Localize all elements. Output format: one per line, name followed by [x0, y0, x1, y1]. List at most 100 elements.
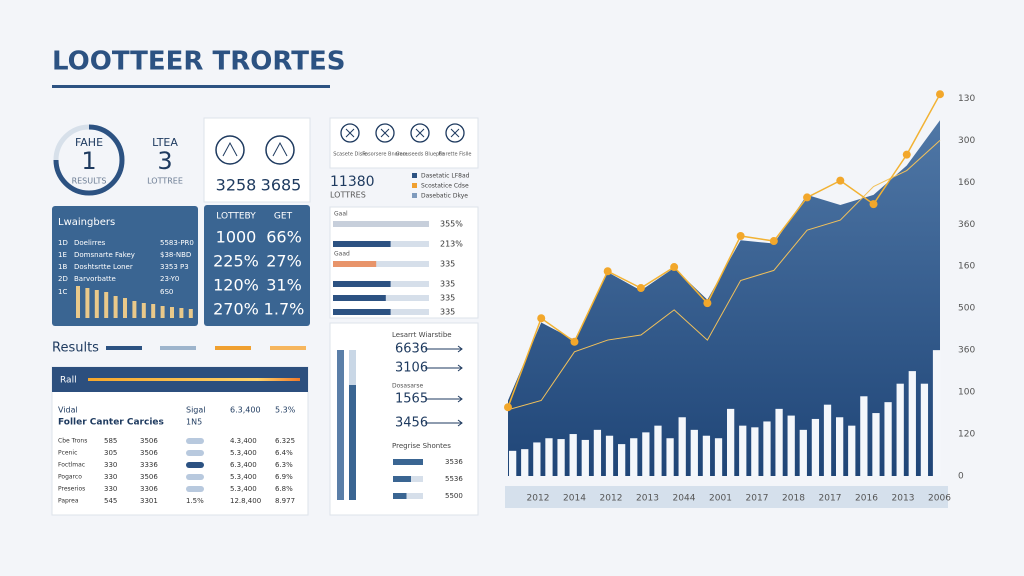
legend-swatch: [412, 193, 417, 198]
stats-panel: [204, 205, 310, 326]
mini-row-value: $38-NBD: [160, 251, 191, 259]
icon: [445, 123, 465, 143]
table-cell: 6.4%: [275, 449, 293, 457]
table-cell: 330: [104, 485, 117, 493]
table-header-glow: [88, 378, 300, 381]
stats-card: [203, 117, 311, 203]
mini-row-value: 5583-PR0: [160, 239, 194, 247]
progress-value: 335: [440, 260, 455, 269]
stats-cell: 1000: [216, 228, 257, 247]
mini-bar: [151, 304, 156, 318]
line-marker: [570, 337, 579, 346]
progress-bar: [333, 241, 391, 247]
kpi-value: 3: [157, 147, 172, 175]
mini-bar: [160, 306, 165, 318]
table-top: 6.3,400: [230, 406, 261, 415]
table-cell: 330: [104, 461, 117, 469]
table-title: Rall: [60, 376, 77, 386]
x-tick-label: 2001: [709, 494, 732, 504]
legend-label: Dasebatic Dkye: [421, 193, 468, 200]
mini-bar: [76, 286, 80, 318]
bar: [666, 438, 674, 476]
line-marker: [537, 314, 546, 323]
table-cell: 5.3,400: [230, 473, 257, 481]
table-cell: 3301: [140, 497, 158, 505]
table-cell: 3506: [140, 473, 158, 481]
kpi-caption: RESULTS: [72, 177, 107, 186]
results-title: Results: [52, 341, 99, 356]
line-marker: [636, 284, 645, 293]
line-marker: [736, 232, 745, 241]
icon-caption: Gaouseeds Bluepte: [396, 152, 445, 158]
bar: [799, 429, 807, 476]
kpi-label: LTEA: [152, 136, 178, 149]
mini-bar-label: 1C: [58, 288, 67, 296]
bar: [727, 408, 735, 476]
progress-value: 335: [440, 308, 455, 317]
table-cell: 8.977: [275, 497, 295, 505]
results-swatch: [106, 346, 142, 350]
table-cell: Preserios: [58, 486, 85, 493]
bar: [509, 450, 517, 476]
results-swatch: [215, 346, 251, 350]
bar: [823, 404, 832, 476]
vertical-bar: [349, 385, 356, 500]
mini-row-label: Doshtsrtte Loner: [74, 263, 133, 271]
table-cell: 6.9%: [275, 473, 293, 481]
bar: [702, 435, 711, 476]
bar: [593, 429, 602, 476]
bar: [521, 449, 529, 476]
bar: [932, 350, 941, 476]
icon-glyph: [222, 141, 238, 157]
y-tick-label: 500: [958, 304, 975, 314]
progress-value: 355%: [440, 220, 463, 229]
mini-row-id: 2D: [58, 275, 68, 283]
table-top: 5.3%: [275, 406, 296, 415]
title: LOOTTEER TRORTES: [52, 47, 345, 77]
line-marker: [504, 403, 512, 412]
bar: [581, 439, 589, 476]
icon: [375, 123, 395, 143]
footer-bar: [393, 493, 407, 499]
mini-bar: [104, 292, 109, 318]
arrow: [425, 364, 463, 372]
bar: [630, 438, 638, 476]
mini-row-value: 23-Y0: [160, 275, 179, 283]
icon: [410, 123, 430, 143]
line-marker: [603, 267, 612, 276]
y-tick-label: 120: [958, 430, 975, 440]
footer-bar: [393, 476, 411, 482]
x-tick-label: 2017: [819, 494, 842, 504]
table-cell: 6.3%: [275, 461, 293, 469]
bar: [920, 383, 929, 476]
icon-glyph: [272, 141, 288, 157]
y-tick-label: 130: [958, 94, 975, 104]
line-secondary: [507, 139, 941, 411]
bar: [848, 425, 856, 476]
y-tick-label: 360: [958, 346, 975, 356]
x-tick-label: 2044: [673, 494, 696, 504]
table-cell: Pogarco: [58, 474, 82, 481]
y-tick-label: 100: [958, 388, 975, 398]
kpi-value: 1: [81, 147, 96, 175]
mini-bar: [85, 288, 90, 318]
icon-caption: Fiarette Fislle: [439, 152, 472, 158]
bar: [533, 442, 541, 476]
table-cell: Cbe Trons: [58, 438, 87, 445]
mini-bar-value: 6S0: [160, 288, 173, 296]
icons-card: [329, 117, 479, 169]
progress-track: [333, 261, 429, 267]
table-pill: [186, 462, 204, 468]
mini-row-id: 1B: [58, 263, 67, 271]
mini-row-label: Domsnarte Fakey: [74, 251, 135, 259]
table-cell: 4.3,400: [230, 437, 257, 445]
line-marker: [703, 299, 712, 308]
line-marker: [869, 200, 878, 209]
x-tick-label: 2014: [563, 494, 586, 504]
mini-bar: [113, 296, 118, 318]
area: [508, 120, 940, 477]
y-tick-label: 160: [958, 178, 975, 188]
bar: [678, 417, 686, 476]
table-cell: 330: [104, 473, 117, 481]
